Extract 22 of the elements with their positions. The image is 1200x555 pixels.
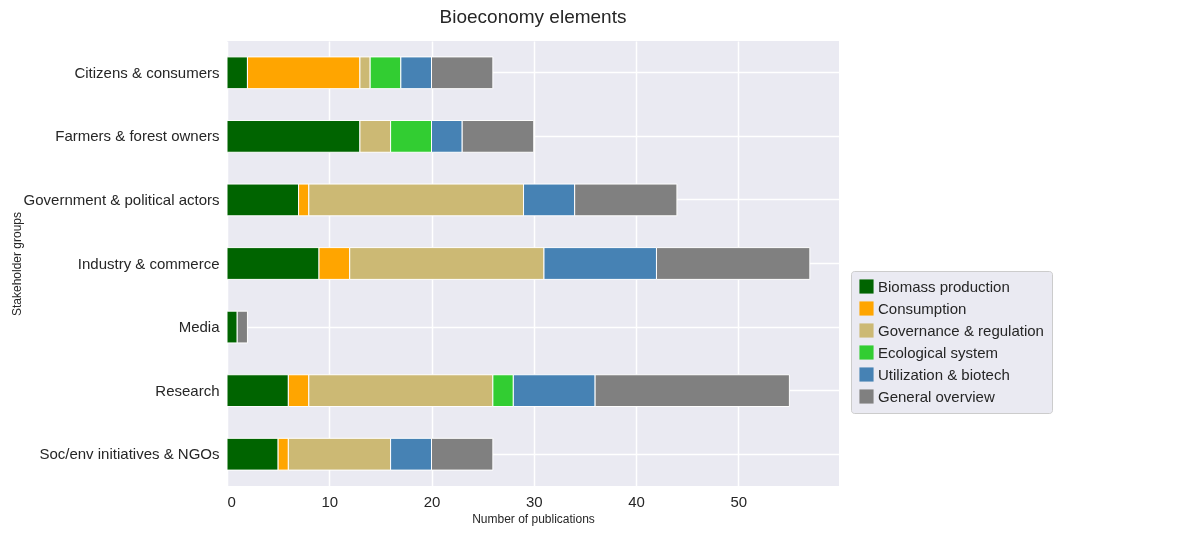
y-tick-label: Research xyxy=(155,381,220,399)
legend-label: Utilization & biotech xyxy=(878,365,1010,383)
y-axis-title: Stakeholder groups xyxy=(9,211,24,317)
legend-label: Governance & regulation xyxy=(878,321,1044,339)
chart-title: Bioeconomy elements xyxy=(439,6,627,27)
x-tick-label: 50 xyxy=(730,492,748,510)
y-tick-label: Industry & commerce xyxy=(77,254,220,272)
x-tick-label: 20 xyxy=(423,492,441,510)
y-tick-label: Media xyxy=(178,318,221,336)
legend-label: Consumption xyxy=(878,299,967,317)
y-tick-label: Citizens & consumers xyxy=(74,63,220,81)
y-tick-label: Soc/env initiatives & NGOs xyxy=(39,445,220,463)
legend-label: Ecological system xyxy=(878,343,999,361)
x-tick-label: 30 xyxy=(525,492,543,510)
legend-label: Biomass production xyxy=(878,277,1010,295)
y-tick-label: Government & political actors xyxy=(23,190,220,208)
x-tick-label: 40 xyxy=(628,492,645,510)
y-tick-label: Farmers & forest owners xyxy=(55,127,220,145)
legend-label: General overview xyxy=(878,387,995,405)
x-tick-label: 0 xyxy=(227,492,236,510)
x-tick-label: 10 xyxy=(321,492,339,510)
x-axis-title: Number of publications xyxy=(472,511,595,526)
